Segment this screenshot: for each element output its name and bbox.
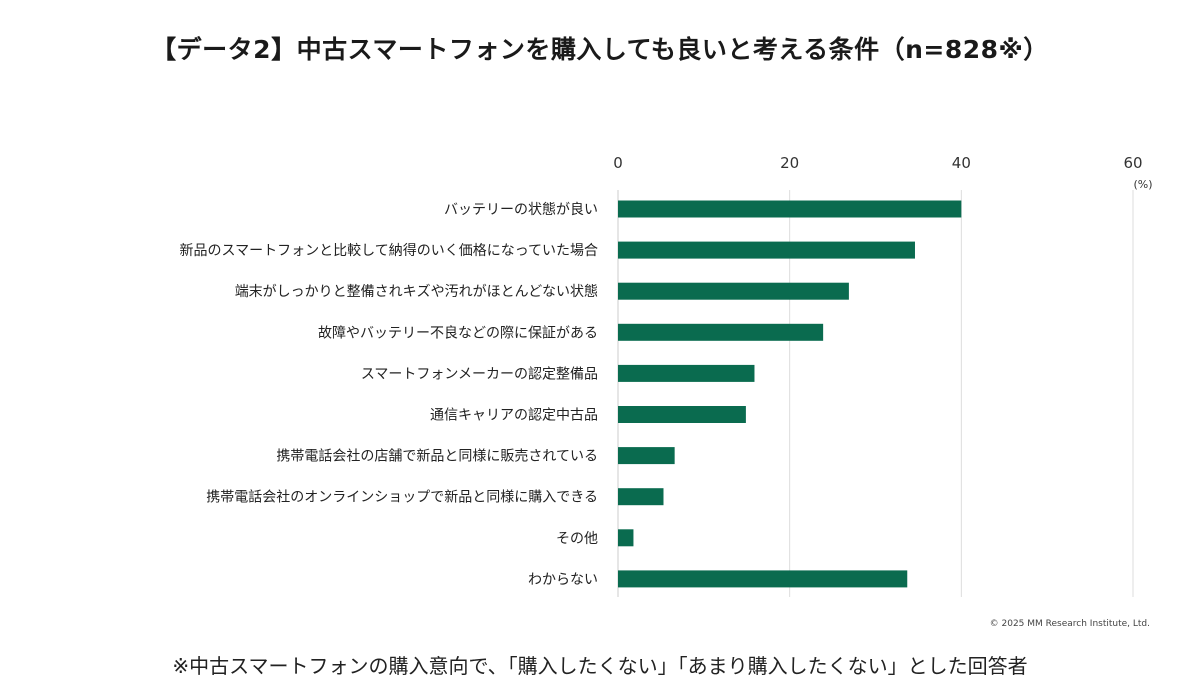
x-axis-unit-label: (%) <box>1133 178 1152 191</box>
bar <box>618 200 962 218</box>
bar <box>618 447 675 465</box>
x-tick-label: 0 <box>613 154 623 172</box>
bar <box>618 406 746 423</box>
bar <box>618 488 664 506</box>
category-label: 故障やバッテリー不良などの際に保証がある <box>318 325 598 341</box>
category-label: その他 <box>556 531 598 547</box>
category-label: わからない <box>528 572 598 588</box>
bar-chart: 0 20 40 60 (%) バッテリーの状態が良い新品のスマートフォンと比較して納得… <box>180 154 1153 629</box>
bar <box>618 323 824 341</box>
category-label: バッテリーの状態が良い <box>444 202 598 218</box>
x-tick-label: 20 <box>780 154 799 172</box>
category-label: 新品のスマートフォンと比較して納得のいく価格になっていた場合 <box>180 242 598 259</box>
category-label: 通信キャリアの認定中古品 <box>430 408 598 424</box>
bar <box>618 529 634 547</box>
category-label: スマートフォンメーカーの認定整備品 <box>361 366 598 382</box>
bars <box>618 200 962 588</box>
bar <box>618 570 908 588</box>
footnote: ※中古スマートフォンの購入意向で、「購入したくない」「あまり購入したくない」とし… <box>172 654 1028 678</box>
category-label: 携帯電話会社のオンラインショップで新品と同様に購入できる <box>206 489 598 506</box>
x-tick-label: 40 <box>952 154 971 172</box>
category-labels: バッテリーの状態が良い新品のスマートフォンと比較して納得のいく価格になっていた場… <box>180 202 598 588</box>
category-label: 端末がしっかりと整備されキズや汚れがほとんどない状態 <box>235 284 598 300</box>
category-label: 携帯電話会社の店舗で新品と同様に販売されている <box>276 448 598 465</box>
x-tick-label: 60 <box>1123 154 1142 172</box>
bar <box>618 364 755 382</box>
bar <box>618 282 849 300</box>
x-axis-ticks: 0 20 40 60 <box>613 154 1142 172</box>
copyright-notice: © 2025 MM Research Institute, Ltd. <box>990 619 1150 629</box>
chart-title: 【データ2】中古スマートフォンを購入しても良いと考える条件（n=828※） <box>151 35 1049 64</box>
bar <box>618 241 915 259</box>
